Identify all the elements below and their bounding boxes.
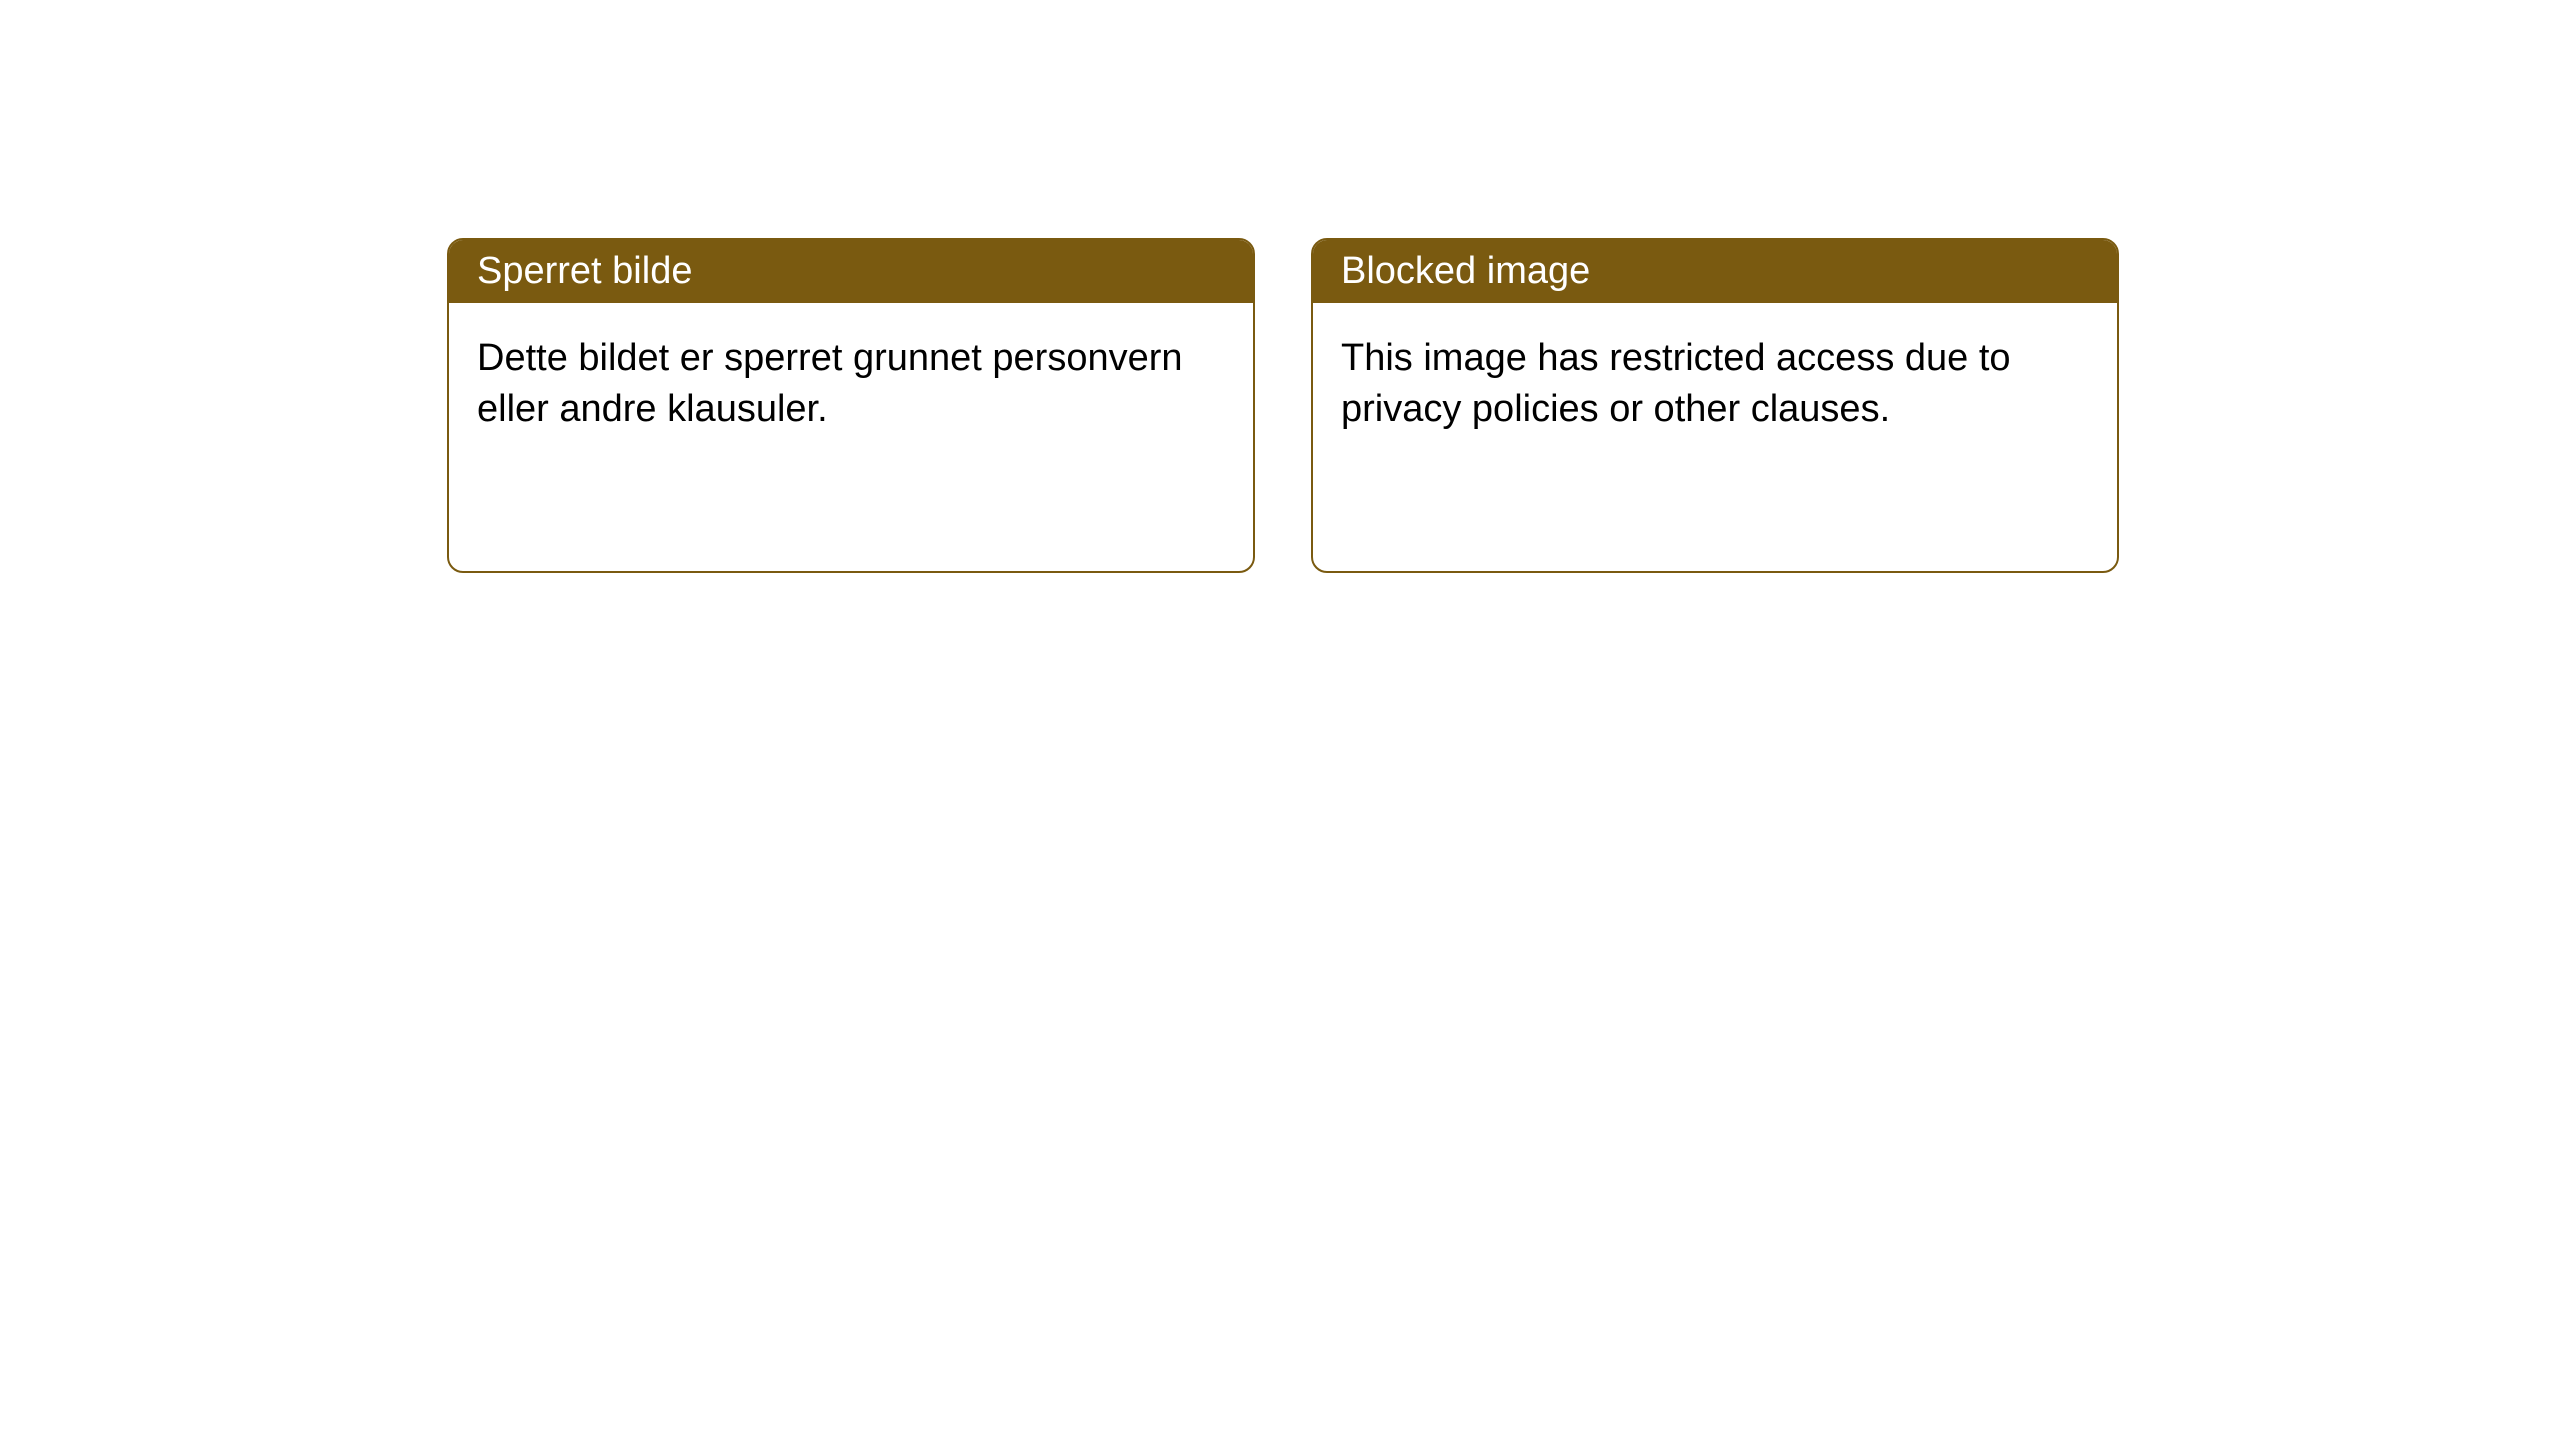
- card-header-text: Sperret bilde: [477, 250, 692, 292]
- card-body-no: Dette bildet er sperret grunnet personve…: [449, 303, 1253, 571]
- notice-card-no: Sperret bilde Dette bildet er sperret gr…: [447, 238, 1255, 573]
- notice-card-en: Blocked image This image has restricted …: [1311, 238, 2119, 573]
- card-header-en: Blocked image: [1313, 240, 2117, 303]
- card-header-no: Sperret bilde: [449, 240, 1253, 303]
- card-body-text: This image has restricted access due to …: [1341, 337, 2011, 430]
- card-body-en: This image has restricted access due to …: [1313, 303, 2117, 571]
- cards-container: Sperret bilde Dette bildet er sperret gr…: [0, 0, 2560, 573]
- card-body-text: Dette bildet er sperret grunnet personve…: [477, 337, 1183, 430]
- card-header-text: Blocked image: [1341, 250, 1590, 292]
